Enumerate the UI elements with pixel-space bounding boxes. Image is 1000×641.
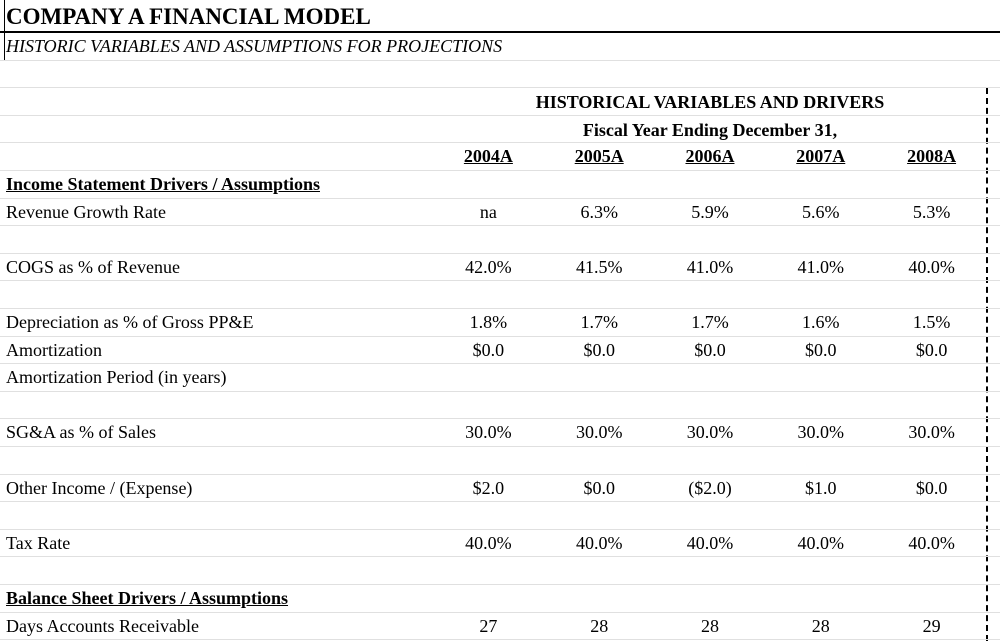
value-cell: 30.0%	[465, 422, 512, 443]
grid-line	[0, 142, 1000, 143]
value-cell: 27	[479, 615, 498, 636]
value-cell: 40.0%	[465, 532, 512, 553]
table-subheading: Fiscal Year Ending December 31,	[582, 120, 838, 140]
value-cell: na	[479, 201, 497, 222]
value-cell: 1.7%	[691, 312, 729, 332]
value-cell: 1.8%	[469, 312, 508, 332]
value-cell: $0.0	[472, 339, 505, 360]
value-cell: 1.5%	[912, 312, 951, 332]
value-cell: 30.0%	[908, 422, 955, 443]
row-label: Amortization	[6, 339, 102, 360]
row-label: Other Income / (Expense)	[6, 477, 193, 498]
page-break	[986, 88, 988, 641]
value-cell: 5.6%	[802, 201, 840, 222]
grid-line	[0, 336, 1000, 337]
grid-line	[0, 501, 1000, 502]
subtitle: HISTORIC VARIABLES AND ASSUMPTIONS FOR P…	[6, 36, 503, 56]
grid-line	[0, 225, 1000, 226]
grid-line	[0, 556, 1000, 557]
value-cell: $0.0	[583, 339, 615, 360]
value-cell: 1.6%	[802, 312, 840, 332]
grid-line	[0, 446, 1000, 447]
grid-line	[0, 391, 1000, 392]
value-cell: 30.0%	[686, 422, 734, 443]
value-cell: 40.0%	[797, 532, 845, 553]
row-label: COGS as % of Revenue	[6, 256, 180, 277]
value-cell: 41.0%	[686, 256, 734, 277]
grid-line	[0, 115, 1000, 116]
grid-line	[0, 418, 1000, 419]
grid-line	[0, 280, 1000, 281]
value-cell: 41.5%	[575, 256, 623, 277]
grid-line	[0, 60, 1000, 61]
title-border	[0, 31, 1000, 33]
value-cell: 30.0%	[575, 422, 623, 443]
row-label: Tax Rate	[6, 532, 71, 553]
grid-line	[0, 529, 1000, 530]
value-cell: $0.0	[583, 477, 615, 498]
grid-line	[0, 308, 1000, 309]
value-cell: $0.0	[805, 339, 837, 360]
value-cell: 28	[700, 615, 719, 636]
value-cell: 1.7%	[580, 312, 618, 332]
column-header: 2004A	[463, 146, 513, 167]
row-label: Revenue Growth Rate	[6, 201, 166, 222]
grid-line	[0, 639, 1000, 640]
left-border	[4, 0, 5, 61]
value-cell: 28	[811, 615, 830, 636]
value-cell: $1.0	[805, 477, 837, 498]
value-cell: 40.0%	[908, 532, 955, 553]
row-label: Amortization Period (in years)	[6, 367, 227, 388]
value-cell: 6.3%	[580, 201, 618, 222]
grid-line	[0, 584, 1000, 585]
title: COMPANY A FINANCIAL MODEL	[6, 4, 371, 29]
row-label: Days Accounts Receivable	[6, 615, 199, 636]
value-cell: $0.0	[694, 339, 726, 360]
value-cell: 30.0%	[797, 422, 845, 443]
grid-line	[0, 87, 1000, 88]
value-cell: 40.0%	[575, 532, 623, 553]
value-cell: $0.0	[915, 477, 948, 498]
grid-line	[0, 363, 1000, 364]
value-cell: ($2.0)	[688, 477, 732, 498]
column-header: 2007A	[796, 146, 846, 167]
value-cell: 40.0%	[686, 532, 734, 553]
column-header: 2005A	[574, 146, 624, 167]
table-heading: HISTORICAL VARIABLES AND DRIVERS	[535, 92, 885, 112]
column-header: 2006A	[685, 146, 735, 167]
value-cell: 28	[590, 615, 609, 636]
grid-line	[0, 198, 1000, 199]
section-title: Income Statement Drivers / Assumptions	[6, 174, 320, 194]
value-cell: $0.0	[915, 339, 948, 360]
value-cell: 42.0%	[465, 256, 512, 277]
value-cell: 41.0%	[797, 256, 845, 277]
value-cell: 40.0%	[908, 256, 955, 277]
value-cell: 5.3%	[912, 201, 951, 222]
row-label: Depreciation as % of Gross PP&E	[6, 312, 254, 332]
grid-line	[0, 612, 1000, 613]
value-cell: 5.9%	[691, 201, 729, 222]
column-header: 2008A	[907, 146, 957, 167]
row-label: SG&A as % of Sales	[6, 422, 156, 443]
value-cell: 29	[922, 615, 941, 636]
value-cell: $2.0	[472, 477, 505, 498]
section-title: Balance Sheet Drivers / Assumptions	[6, 588, 289, 608]
grid-line	[0, 253, 1000, 254]
grid-line	[0, 170, 1000, 171]
grid-line	[0, 474, 1000, 475]
